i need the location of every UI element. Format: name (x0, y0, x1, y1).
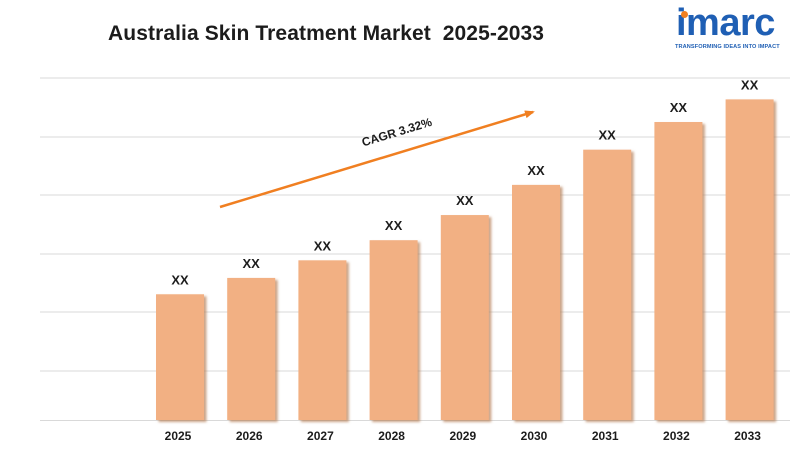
bar-2032 (654, 122, 703, 420)
logo-dot-icon (681, 11, 688, 18)
bar-2028 (369, 240, 418, 420)
x-tick-labels: 2025 2026 2027 2028 2029 2030 2031 2032 2033 (165, 429, 762, 443)
value-label-2033: XX (741, 77, 759, 92)
bars (156, 99, 774, 420)
bar-2033 (725, 99, 774, 420)
bar-2026 (227, 277, 276, 420)
x-tick-2033: 2033 (734, 429, 761, 443)
x-tick-2032: 2032 (663, 429, 690, 443)
x-tick-2030: 2030 (521, 429, 548, 443)
value-label-2028: XX (385, 218, 403, 233)
value-label-2027: XX (314, 238, 332, 253)
value-label-2032: XX (670, 100, 688, 115)
cagr-annotation: CAGR 3.32% (219, 110, 535, 209)
bar-2031 (583, 149, 632, 420)
x-tick-2029: 2029 (449, 429, 476, 443)
cagr-arrow (219, 110, 535, 209)
bar-2029 (440, 215, 489, 420)
x-tick-2025: 2025 (165, 429, 192, 443)
chart-title: Australia Skin Treatment Market 2025-203… (108, 22, 545, 45)
imarc-logo: imarc TRANSFORMING IDEAS INTO IMPACT (672, 2, 794, 54)
x-tick-2027: 2027 (307, 429, 334, 443)
logo-tagline: TRANSFORMING IDEAS INTO IMPACT (675, 44, 780, 50)
x-tick-2028: 2028 (378, 429, 405, 443)
value-labels: XX XX XX XX XX XX XX XX XX (171, 77, 758, 287)
value-label-2029: XX (456, 193, 474, 208)
bar-2027 (298, 260, 347, 420)
logo-wordmark: imarc (676, 2, 775, 44)
value-label-2030: XX (527, 163, 545, 178)
bar-2030 (512, 184, 560, 420)
value-label-2025: XX (171, 272, 189, 287)
x-tick-2026: 2026 (236, 429, 263, 443)
bar-2025 (156, 294, 204, 420)
value-label-2026: XX (243, 256, 261, 271)
value-label-2031: XX (599, 128, 617, 143)
x-tick-2031: 2031 (592, 429, 619, 443)
